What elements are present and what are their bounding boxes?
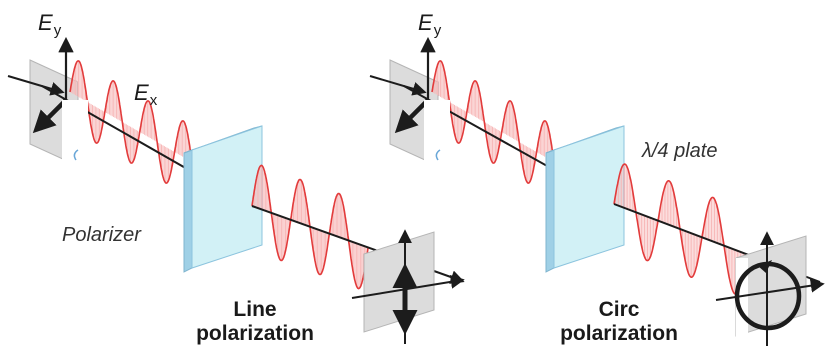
circular-polarization-label: Circ polarization	[544, 298, 694, 346]
line-polarization-label: Line polarization	[180, 298, 330, 346]
right-input-wave-curve	[431, 60, 555, 184]
left-small-angle-mark	[73, 149, 79, 161]
quarter-wave-plate	[545, 125, 625, 273]
right-beam-in	[369, 75, 427, 96]
left-ex-axis-arrow	[32, 98, 68, 134]
left-beam-in	[7, 75, 65, 96]
left-gap-overlay	[62, 100, 88, 186]
right-gap-overlay	[424, 100, 450, 186]
left-gap-overlay-2	[212, 95, 222, 135]
right-gap-overlay-2	[572, 95, 582, 135]
circular-polarization-label-line1: Circ	[598, 298, 640, 321]
right-panel	[369, 36, 825, 346]
left-input-wave	[69, 60, 193, 184]
right-ey-label: Ey	[418, 10, 442, 39]
polarizer-label: Polarizer	[62, 224, 141, 246]
polarizer-plate	[183, 125, 263, 273]
right-input-wave	[431, 60, 555, 184]
left-ex-label: Ex	[134, 80, 158, 109]
left-panel	[7, 36, 465, 344]
line-polarization-label-line2: polarization	[196, 322, 314, 345]
circular-polarization-arrowhead	[758, 260, 772, 273]
right-screen-h-axis	[715, 278, 825, 301]
line-polarization-label-line1: Line	[233, 298, 277, 321]
right-small-angle-mark	[435, 149, 441, 161]
left-input-wave-curve	[69, 60, 193, 184]
left-ey-label: Ey	[38, 10, 62, 39]
left-exit-screen	[363, 231, 435, 333]
right-ex-axis-arrow	[394, 98, 430, 134]
quarter-wave-plate-label: λ/4 plate	[642, 140, 718, 162]
circular-polarization-label-line2: polarization	[560, 322, 678, 345]
